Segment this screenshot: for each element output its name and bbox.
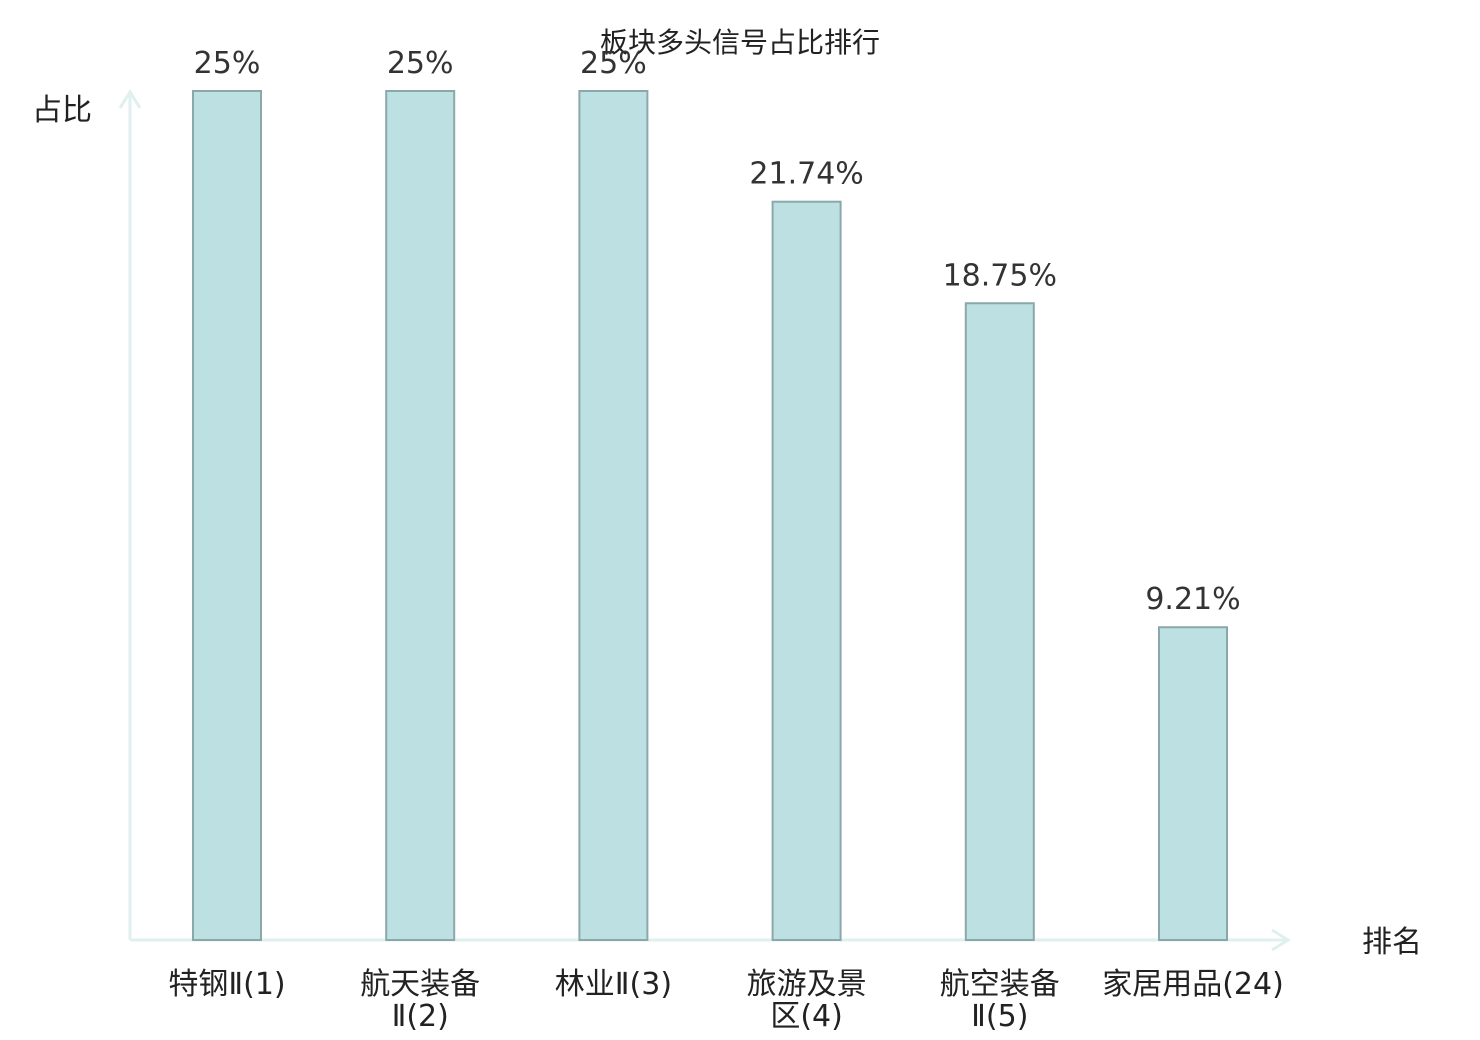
bar (192, 90, 262, 941)
category-label-line: 航空装备 (940, 967, 1060, 1002)
bar (771, 200, 842, 941)
category-label-group: 特钢Ⅱ(1) 航天装备 Ⅱ(2) 林业Ⅱ(3) 旅游及景区(4) 航空装备 Ⅱ(5) 家居用品… (168, 967, 1283, 1034)
category-label-line: 特钢Ⅱ(1) (168, 967, 285, 1002)
bar (1158, 626, 1228, 941)
category-label-line: Ⅱ(2) (392, 999, 449, 1034)
category-label: 特钢Ⅱ(1) (168, 967, 285, 1002)
category-label: 旅游及景区(4) (747, 967, 867, 1034)
y-axis-title: 占比 (32, 93, 92, 128)
bar (385, 90, 456, 941)
category-label-line: 航天装备 (360, 967, 480, 1002)
category-label: 林业Ⅱ(3) (555, 967, 672, 1002)
category-label-line: 旅游及景 (747, 967, 867, 1002)
category-label: 家居用品(24) (1102, 967, 1284, 1002)
y-axis (118, 89, 142, 940)
bar-value-label: 25% (194, 46, 261, 81)
bar-value-label: 18.75% (943, 258, 1057, 293)
bar (964, 302, 1035, 941)
bar-value-label: 25% (387, 46, 454, 81)
category-label-line: 区(4) (770, 999, 843, 1034)
x-axis-arrow-icon (1271, 928, 1291, 952)
category-label-line: Ⅱ(5) (971, 999, 1028, 1034)
bar-value-label: 21.74% (749, 157, 863, 192)
category-label: 航空装备 Ⅱ(5) (940, 967, 1060, 1034)
category-label: 航天装备 Ⅱ(2) (360, 967, 480, 1034)
chart-title: 板块多头信号占比排行 (600, 26, 880, 59)
category-label-line: 家居用品(24) (1102, 967, 1284, 1002)
value-label-group: 25% 25% 25% 21.74% 18.75% 9.21% (194, 46, 1241, 617)
bar-value-label: 9.21% (1145, 582, 1240, 617)
y-axis-arrow-icon (118, 89, 142, 109)
bar (578, 90, 649, 941)
category-label-line: 林业Ⅱ(3) (555, 967, 672, 1002)
bar-value-label: 25% (580, 46, 647, 81)
x-axis-title: 排名 (1362, 925, 1422, 960)
bar-group (192, 90, 1228, 941)
x-axis (130, 928, 1291, 952)
